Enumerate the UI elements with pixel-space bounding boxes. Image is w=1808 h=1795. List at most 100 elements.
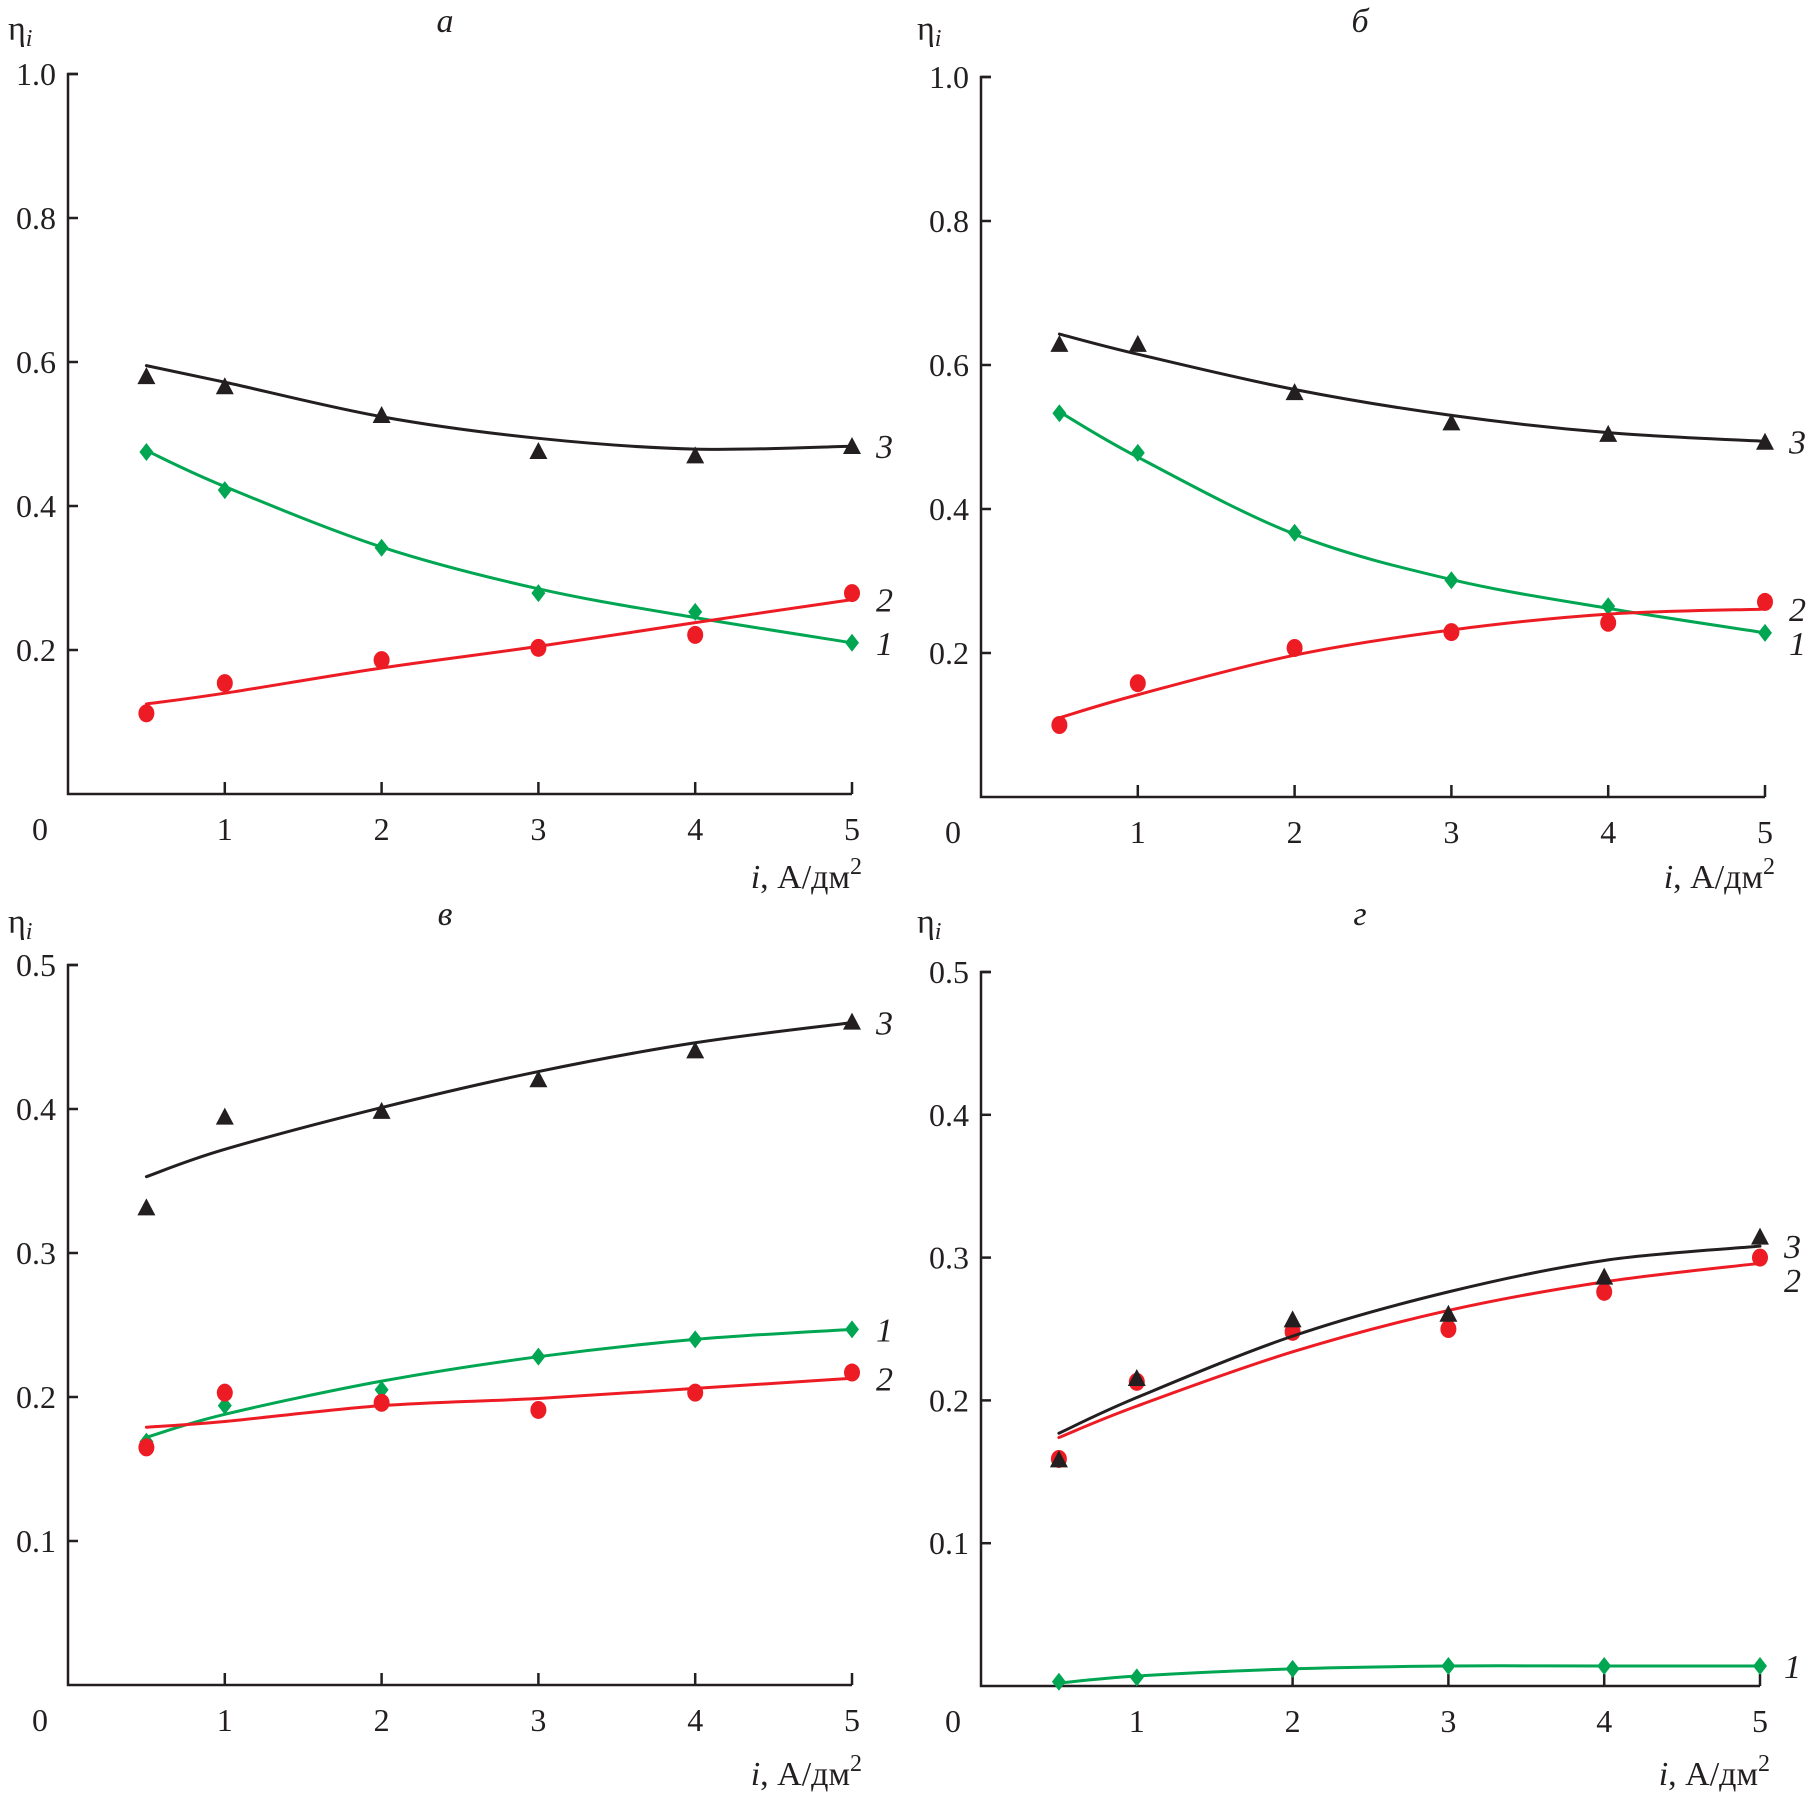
x-tick-label: 5 [1757, 814, 1773, 850]
data-point-series-2 [138, 704, 155, 723]
data-point-series-1 [688, 1330, 703, 1349]
y-tick-label: 0.6 [929, 347, 969, 383]
data-point-series-1 [1601, 597, 1616, 616]
y-tick-label: 0.2 [929, 635, 969, 671]
data-point-series-1 [1052, 404, 1067, 423]
data-point-series-3 [1599, 424, 1618, 442]
curve-label-3: 3 [1788, 424, 1806, 461]
x-tick-label: 2 [374, 1702, 390, 1738]
x-tick-label: 4 [1596, 1703, 1612, 1739]
data-point-series-2 [1443, 623, 1460, 642]
x-tick-label: 2 [374, 811, 390, 847]
data-point-series-1 [1758, 623, 1772, 642]
data-point-series-2 [687, 1383, 704, 1402]
x-axis-label: i, А/дм2 [751, 854, 862, 896]
axis-lines [66, 963, 852, 1687]
y-tick-label: 0.3 [16, 1235, 56, 1271]
x-tick-label: 1 [1129, 1703, 1145, 1739]
data-point-series-3 [1439, 1304, 1458, 1322]
fit-curve-2 [144, 598, 854, 706]
x-tick-label: 2 [1287, 814, 1303, 850]
y-axis-label: ηi [8, 11, 32, 52]
data-point-series-1 [1285, 1659, 1300, 1678]
data-point-series-1 [374, 1380, 389, 1399]
data-point-series-1 [1441, 1657, 1456, 1676]
data-point-series-3 [686, 1041, 705, 1059]
data-point-series-2 [530, 1400, 547, 1419]
y-tick-label: 0.4 [929, 1097, 969, 1133]
data-point-series-1 [1753, 1657, 1767, 1676]
y-tick-label: 0.2 [16, 632, 56, 668]
data-point-series-3 [1751, 1227, 1769, 1245]
panel-title: в [438, 896, 453, 933]
curve-label-1: 1 [876, 626, 893, 663]
x-tick-label: 3 [1440, 1703, 1456, 1739]
y-tick-label: 0.1 [16, 1523, 56, 1559]
y-tick-label: 0.2 [929, 1382, 969, 1418]
y-tick-label: 0.1 [929, 1525, 969, 1561]
fit-curve-3 [144, 364, 854, 451]
data-point-series-3 [1127, 1368, 1146, 1386]
x-axis-label: i, А/дм2 [1659, 1751, 1770, 1793]
x-tick-label: 4 [687, 811, 703, 847]
data-point-series-2 [1600, 613, 1617, 632]
x-tick-label: 1 [1130, 814, 1146, 850]
y-axis-label: ηi [917, 904, 941, 945]
y-tick-label: 0.8 [16, 200, 56, 236]
x-tick-label: 4 [687, 1702, 703, 1738]
axis-lines [66, 72, 852, 796]
data-point-series-3 [215, 377, 234, 395]
data-point-series-1 [1051, 1672, 1066, 1691]
y-tick-label: 0.3 [929, 1240, 969, 1276]
panel-title: а [437, 3, 454, 40]
x-tick-label: 0 [945, 814, 961, 850]
data-point-series-2 [1440, 1320, 1457, 1338]
data-point-series-1 [217, 481, 232, 500]
data-point-series-3 [1285, 383, 1304, 401]
x-tick-label: 0 [32, 811, 48, 847]
data-point-series-3 [137, 1198, 156, 1216]
y-tick-label: 0.4 [16, 488, 56, 524]
curve-label-2: 2 [876, 583, 893, 620]
data-point-series-3 [529, 1070, 548, 1088]
data-point-series-2 [687, 625, 704, 644]
data-point-series-1 [688, 602, 703, 621]
x-tick-label: 3 [1443, 814, 1459, 850]
data-point-series-2 [373, 1393, 390, 1412]
y-tick-label: 0.2 [16, 1379, 56, 1415]
fit-curve-2 [144, 1376, 854, 1429]
fit-curve-2 [1057, 1261, 1762, 1440]
fit-curve-3 [144, 1021, 854, 1179]
curve-label-3: 3 [875, 429, 893, 466]
data-point-series-3 [1595, 1267, 1614, 1285]
fit-curve-3 [1057, 332, 1767, 443]
data-point-series-2 [373, 651, 390, 670]
data-point-series-1 [845, 633, 859, 652]
x-tick-label: 5 [844, 1702, 860, 1738]
data-point-series-2 [844, 584, 860, 603]
y-tick-label: 0.4 [929, 491, 969, 527]
data-point-series-1 [139, 443, 154, 461]
y-tick-label: 0.5 [929, 954, 969, 990]
data-point-series-1 [1129, 1668, 1144, 1687]
y-tick-label: 0.8 [929, 203, 969, 239]
curve-label-2: 2 [1784, 1263, 1801, 1300]
data-point-series-3 [372, 406, 391, 423]
x-tick-label: 0 [32, 1702, 48, 1738]
data-point-series-3 [686, 446, 705, 464]
data-point-series-3 [1128, 334, 1147, 352]
data-point-series-3 [1049, 1450, 1068, 1468]
data-point-series-1 [217, 1396, 232, 1415]
y-tick-label: 0.4 [16, 1091, 56, 1127]
data-point-series-2 [530, 638, 547, 657]
data-point-series-3 [1050, 334, 1069, 352]
y-tick-label: 1.0 [929, 59, 969, 95]
curve-label-3: 3 [875, 1006, 893, 1043]
x-tick-label: 1 [217, 1702, 233, 1738]
y-axis-label: ηi [917, 11, 941, 52]
fit-curve-1 [1057, 410, 1767, 635]
x-axis-label: i, А/дм2 [1664, 854, 1775, 896]
data-point-series-2 [844, 1363, 860, 1382]
